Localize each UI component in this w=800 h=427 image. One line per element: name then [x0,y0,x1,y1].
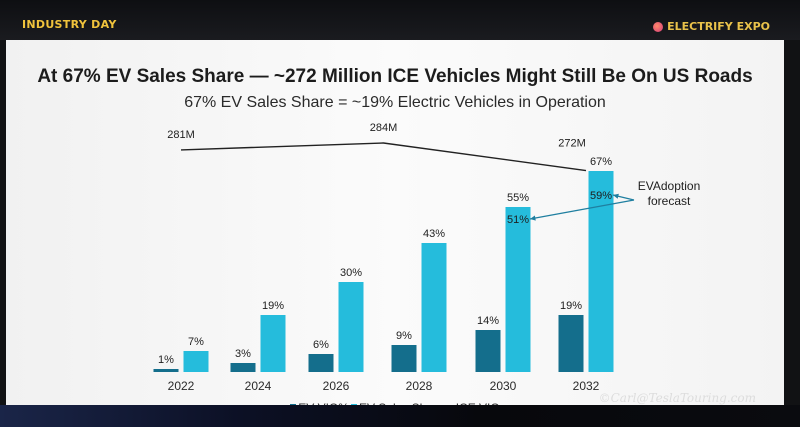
forecast-arrowhead-1 [613,193,619,199]
forecast-arrow-0 [529,199,635,220]
x-tick-label-2030: 2030 [490,379,517,393]
header-bar: INDUSTRY DAY ELECTRIFY EXPO [0,0,800,40]
bar-ev-sales-2028 [421,243,447,372]
bar-label-ev-vio-2024: 3% [235,348,251,360]
ice-vio-label-2032: 272M [558,138,586,150]
ice-vio-line [180,142,587,172]
expo-logo-icon [653,21,664,32]
electrify-expo-logo: ELECTRIFY EXPO [653,20,770,33]
forecast-label-2030: 51% [507,214,529,226]
bar-label-ev-vio-2032: 19% [560,300,582,312]
chart-title: At 67% EV Sales Share — ~272 Million ICE… [37,66,753,87]
bar-label-ev-vio-2022: 1% [158,354,174,366]
bar-ev-vio-2022 [153,369,179,372]
bar-ev-sales-2024 [260,315,286,372]
bar-ev-sales-2030 [505,207,531,372]
bar-label-ev-vio-2030: 14% [477,315,499,327]
presentation-slide: At 67% EV Sales Share — ~272 Million ICE… [6,40,784,427]
forecast-label-2032: 59% [590,190,612,202]
forecast-callout-line2: forecast [648,194,691,208]
audience-foreground [0,405,800,427]
bar-label-ev-sales-2030: 55% [507,192,529,204]
bar-label-ev-vio-2026: 6% [313,339,329,351]
forecast-arrowhead-0 [530,215,536,221]
chart-subtitle: 67% EV Sales Share = ~19% Electric Vehic… [184,94,606,111]
expo-logo-text: ELECTRIFY EXPO [667,20,770,33]
x-tick-label-2022: 2022 [168,379,195,393]
bar-label-ev-sales-2022: 7% [188,336,204,348]
industry-day-tag: INDUSTRY DAY [22,18,117,31]
ice-vio-label-2022: 281M [167,129,195,141]
bar-label-ev-sales-2028: 43% [423,228,445,240]
chart-plot: 1% 3% 6% 9% 14% 19% 7% 19% 30% 43% 55% 67% 2022 2024 2… [153,122,701,393]
x-tick-label-2032: 2032 [573,379,600,393]
forecast-callout-line1: EVAdoption [638,179,701,193]
bar-ev-vio-2028 [391,345,417,372]
bar-ev-vio-2032 [558,315,584,372]
bar-ev-sales-2022 [183,351,209,372]
bar-label-ev-sales-2024: 19% [262,300,284,312]
bar-label-ev-vio-2028: 9% [396,330,412,342]
bar-ev-sales-2026 [338,282,364,372]
photo-watermark: ©Carl@TeslaTouring.com [598,391,756,405]
bar-ev-vio-2026 [308,354,334,372]
x-tick-label-2024: 2024 [245,379,272,393]
bar-ev-vio-2024 [230,363,256,372]
ice-vio-label-2027: 284M [370,122,398,134]
x-tick-label-2026: 2026 [323,379,350,393]
bar-ev-vio-2030 [475,330,501,372]
bar-label-ev-sales-2026: 30% [340,267,362,279]
bar-label-ev-sales-2032: 67% [590,156,612,168]
x-tick-label-2028: 2028 [406,379,433,393]
